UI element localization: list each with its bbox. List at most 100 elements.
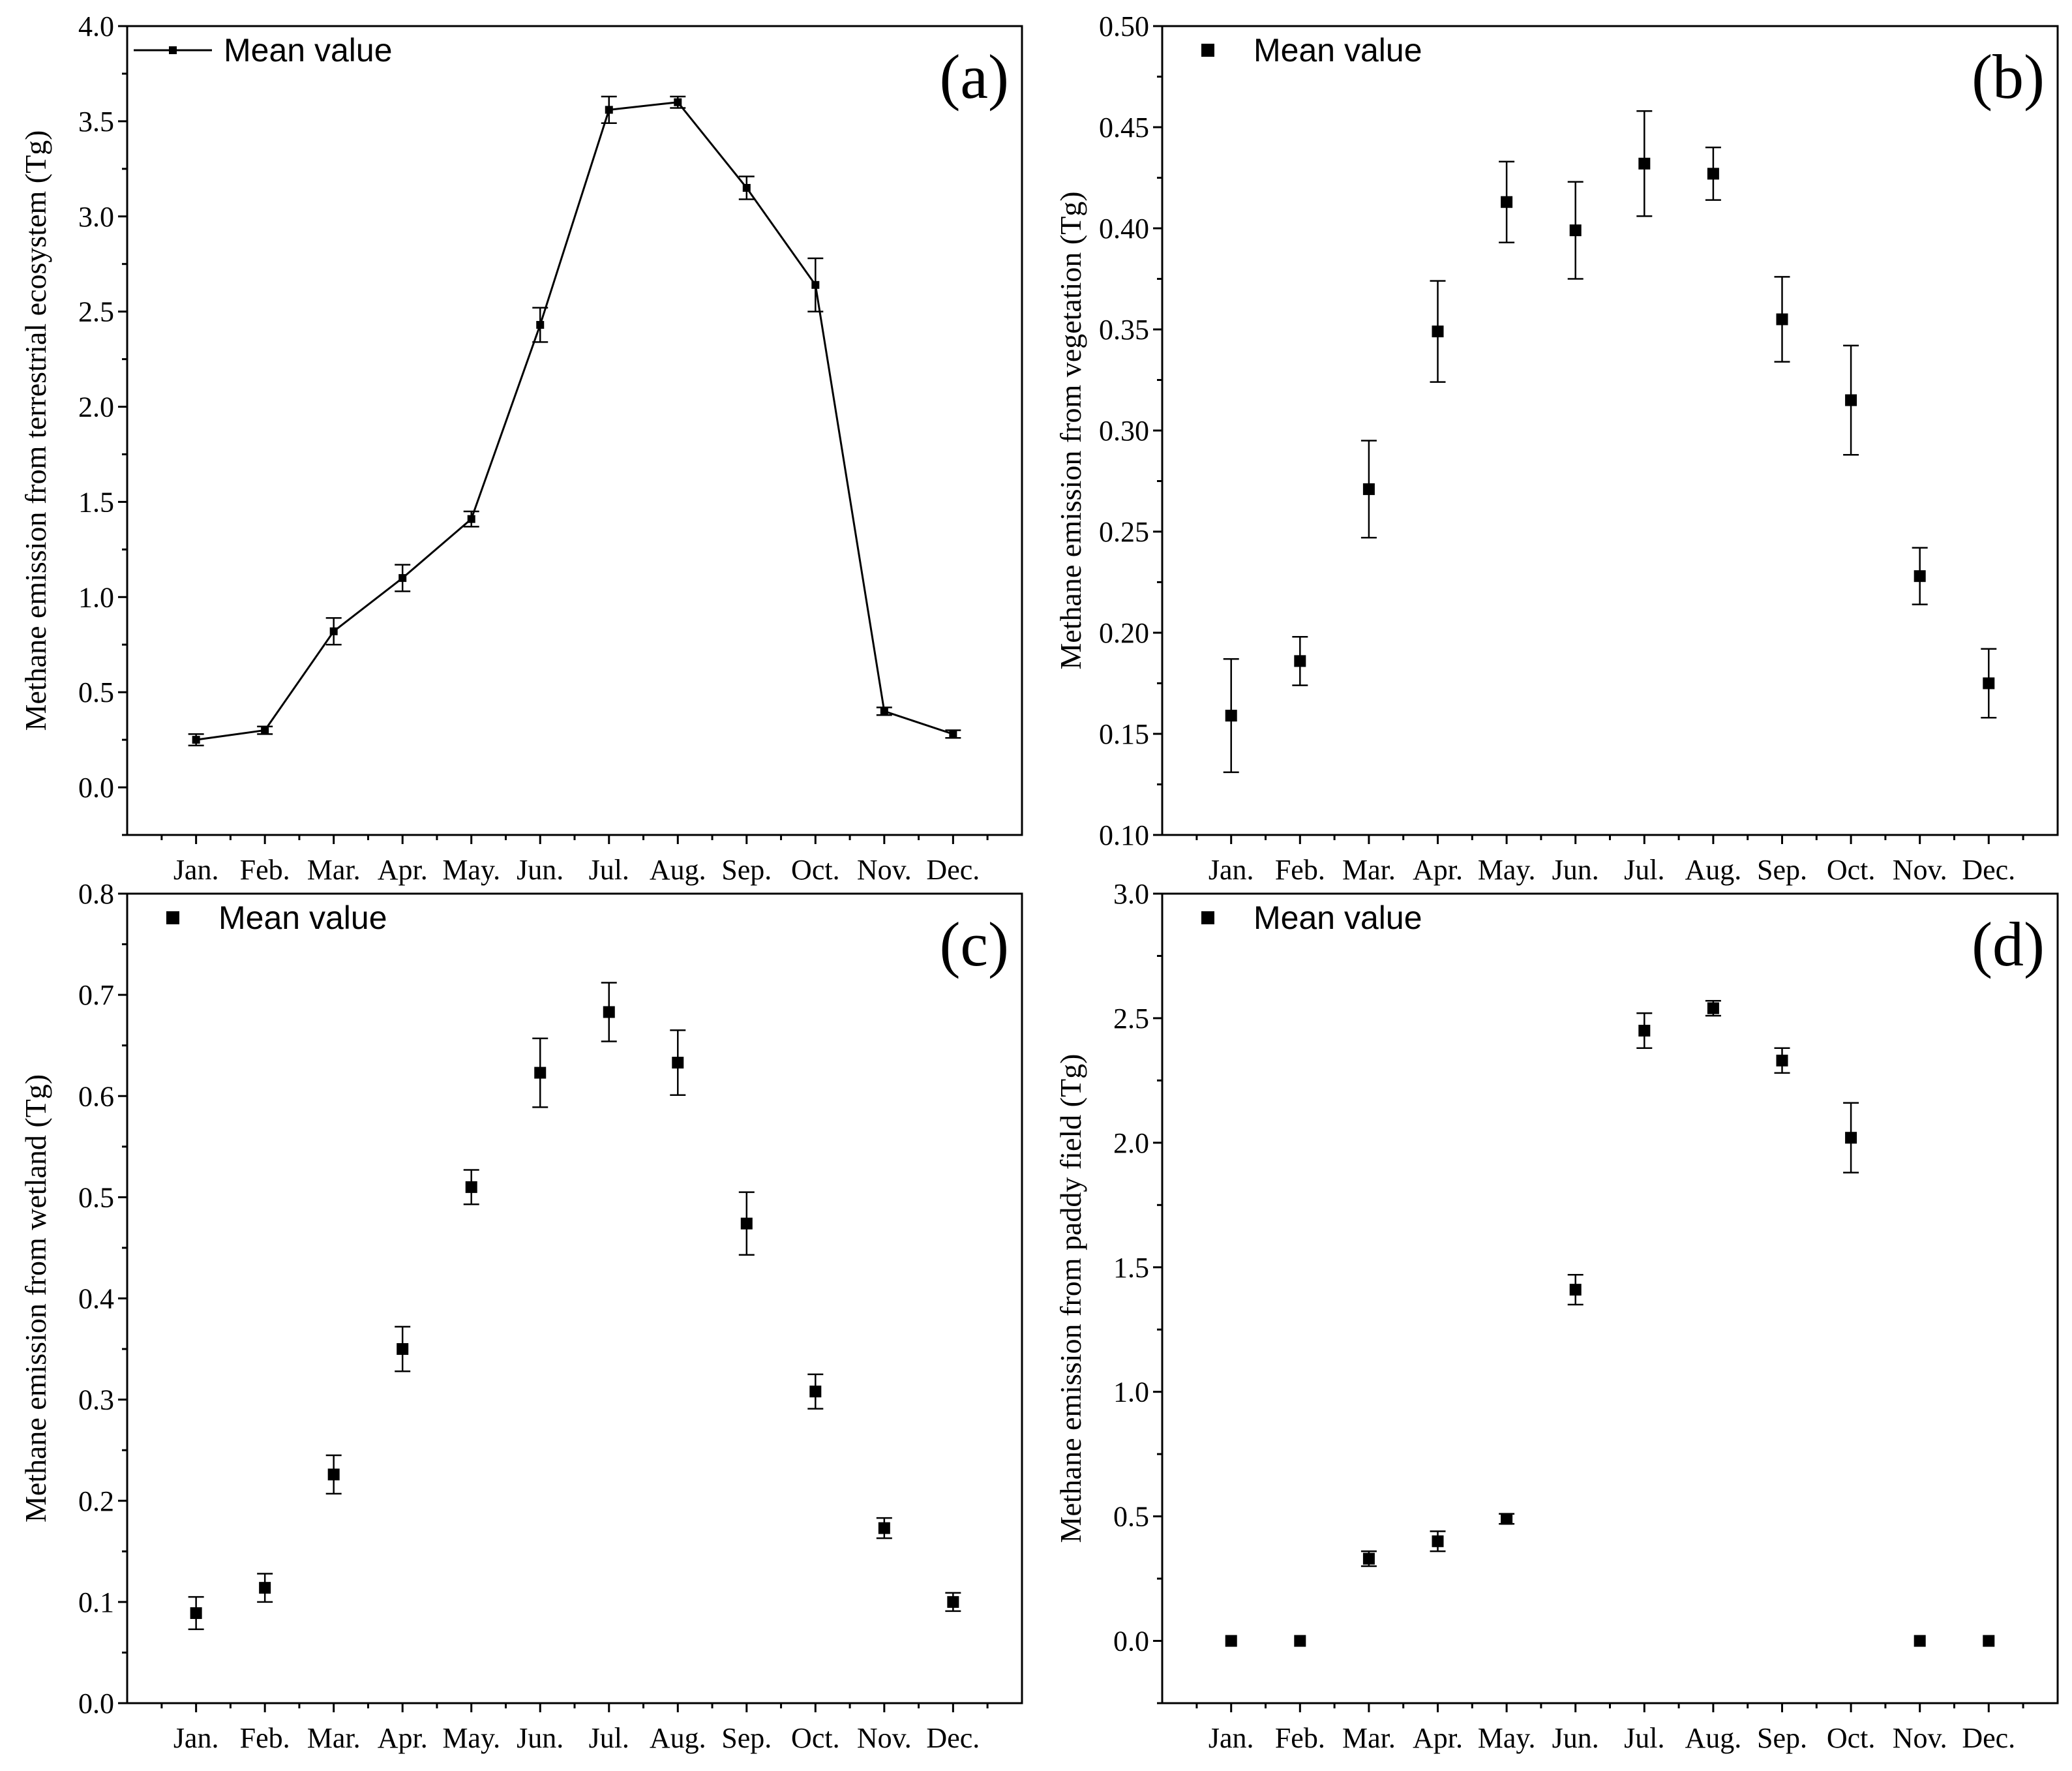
- x-tick-label: Dec.: [1962, 854, 2015, 886]
- y-tick-label: 2.5: [78, 296, 114, 328]
- legend-marker: [166, 911, 179, 924]
- x-tick-label: Feb.: [1275, 854, 1325, 886]
- y-tick-label: 2.5: [1113, 1003, 1149, 1035]
- data-point: [1776, 1054, 1788, 1067]
- data-point: [1294, 655, 1306, 667]
- data-point: [740, 1217, 753, 1230]
- y-tick-label: 4.0: [78, 10, 114, 42]
- x-tick-label: Nov.: [857, 854, 912, 886]
- x-tick-label: Mar.: [1342, 1722, 1396, 1754]
- legend-label: Mean value: [1254, 32, 1422, 68]
- y-tick-label: 0.15: [1099, 718, 1149, 750]
- x-tick-label: Oct.: [1827, 1722, 1876, 1754]
- panel-label: (b): [1972, 42, 2045, 112]
- y-tick-label: 0.25: [1099, 516, 1149, 548]
- data-point: [259, 1582, 271, 1594]
- data-point: [1432, 1535, 1444, 1547]
- x-tick-label: Jul.: [589, 854, 629, 886]
- x-tick-label: Apr.: [378, 854, 428, 886]
- y-tick-label: 0.3: [78, 1384, 114, 1416]
- x-tick-label: Aug.: [650, 854, 706, 886]
- y-tick-label: 3.5: [78, 106, 114, 138]
- data-point: [672, 1057, 684, 1069]
- y-tick-label: 1.5: [1113, 1252, 1149, 1284]
- data-point: [398, 574, 407, 583]
- y-tick-label: 0.35: [1099, 314, 1149, 346]
- data-point: [1362, 1552, 1375, 1565]
- panel-a: 0.0 0.5 1.0 1.5 2.0 2.5 3.0 3.5 4.0 Jan. Feb. Mar. A…: [19, 10, 1023, 886]
- y-tick-label: 0.10: [1099, 819, 1149, 851]
- data-point: [809, 1385, 822, 1398]
- y-tick-label: 1.0: [78, 581, 114, 613]
- data-point: [1983, 677, 1995, 689]
- legend-label: Mean value: [224, 32, 393, 68]
- x-tick-label: Feb.: [240, 854, 290, 886]
- data-point: [1569, 224, 1582, 237]
- x-tick-label: May.: [442, 854, 500, 886]
- y-tick-label: 3.0: [1113, 878, 1149, 910]
- series-line: [196, 101, 953, 741]
- data-point: [674, 98, 682, 106]
- x-tick-label: Sep.: [721, 854, 772, 886]
- x-tick-label: Sep.: [721, 1722, 772, 1754]
- y-tick-label: 0.0: [1113, 1626, 1149, 1657]
- x-tick-label: Aug.: [1685, 854, 1742, 886]
- panel-b: 0.10 0.15 0.20 0.25 0.30 0.35 0.40 0.45 0.50 Jan.…: [1054, 10, 2059, 886]
- x-tick-label: Jan.: [1209, 854, 1254, 886]
- y-tick-label: 0.50: [1099, 10, 1149, 42]
- data-point: [1845, 394, 1857, 406]
- x-tick-label: Feb.: [240, 1722, 290, 1754]
- y-tick-label: 0.5: [1113, 1501, 1149, 1533]
- y-tick-label: 0.2: [78, 1485, 114, 1517]
- x-tick-label: May.: [1478, 854, 1536, 886]
- x-tick-label: Apr.: [378, 1722, 428, 1754]
- x-tick-label: Dec.: [1962, 1722, 2015, 1754]
- data-point: [878, 1522, 890, 1534]
- legend-label: Mean value: [218, 900, 387, 936]
- y-tick-label: 3.0: [78, 201, 114, 233]
- data-point: [603, 1006, 615, 1018]
- data-point: [329, 627, 338, 635]
- y-tick-label: 2.0: [78, 391, 114, 423]
- data-point: [327, 1468, 340, 1481]
- data-point: [465, 1181, 477, 1193]
- data-point: [1501, 1513, 1513, 1525]
- data-point: [467, 515, 475, 523]
- y-tick-label: 0.4: [78, 1283, 114, 1315]
- data-point: [947, 1596, 959, 1608]
- y-axis-title: Methane emission from terrestrial ecosys…: [19, 130, 52, 731]
- legend-marker: [1201, 44, 1214, 57]
- x-tick-label: Aug.: [650, 1722, 706, 1754]
- x-tick-label: May.: [1478, 1722, 1536, 1754]
- x-tick-label: Dec.: [926, 854, 980, 886]
- data-point: [949, 730, 957, 738]
- x-tick-label: Jul.: [1624, 854, 1664, 886]
- panel-d: 0.0 0.5 1.0 1.5 2.0 2.5 3.0 Jan. Feb. Mar. Apr. May…: [1054, 878, 2059, 1754]
- x-tick-label: Dec.: [926, 1722, 980, 1754]
- x-tick-label: Jun.: [517, 854, 563, 886]
- y-axis-title: Methane emission from vegetation (Tg): [1054, 191, 1087, 669]
- x-tick-label: Apr.: [1413, 854, 1463, 886]
- y-tick-label: 0.5: [78, 676, 114, 708]
- x-tick-label: Oct.: [791, 1722, 840, 1754]
- x-tick-label: Oct.: [1827, 854, 1876, 886]
- y-tick-label: 0.6: [78, 1080, 114, 1112]
- x-tick-label: Mar.: [307, 1722, 361, 1754]
- data-point: [1707, 168, 1719, 180]
- data-point: [534, 1067, 547, 1079]
- data-point: [1225, 1635, 1237, 1647]
- y-tick-label: 2.0: [1113, 1127, 1149, 1159]
- y-tick-label: 1.0: [1113, 1376, 1149, 1408]
- x-tick-label: Aug.: [1685, 1722, 1742, 1754]
- data-point: [1707, 1002, 1719, 1014]
- y-tick-label: 0.1: [78, 1586, 114, 1618]
- y-tick-label: 0.7: [78, 979, 114, 1011]
- x-tick-label: Oct.: [791, 854, 840, 886]
- legend-marker: [1201, 911, 1214, 924]
- y-tick-label: 1.5: [78, 486, 114, 518]
- data-point: [190, 1607, 202, 1619]
- panel-label: (c): [939, 909, 1009, 979]
- data-point: [605, 106, 613, 114]
